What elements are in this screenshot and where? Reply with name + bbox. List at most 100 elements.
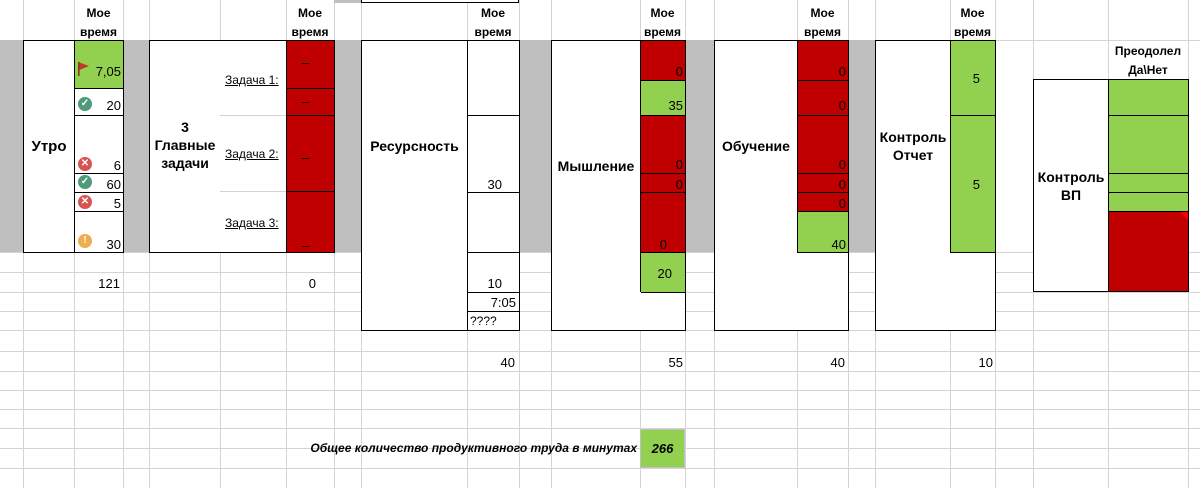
resource-value: ???? xyxy=(470,314,497,328)
morning-value: 20 xyxy=(106,98,121,113)
task-mark: – xyxy=(301,55,310,70)
row-divider xyxy=(951,252,995,253)
task-divider xyxy=(220,191,286,192)
vp-title: Контроль ВП xyxy=(1037,169,1105,203)
learning-value: 0 xyxy=(838,98,846,113)
row-divider xyxy=(1109,115,1188,116)
row-divider xyxy=(798,252,848,253)
learning-cell xyxy=(798,211,848,252)
learning-value: 0 xyxy=(838,157,846,172)
row-divider xyxy=(468,292,519,293)
comment-marker-icon xyxy=(1180,212,1188,220)
learning-value: 40 xyxy=(831,237,846,252)
task-mark: – xyxy=(301,94,310,109)
row-divider xyxy=(1109,211,1188,212)
row-divider xyxy=(75,211,123,212)
thinking-cell xyxy=(641,41,685,80)
vp-cell xyxy=(1109,211,1188,291)
task-3-label: Задача 3: xyxy=(225,216,279,230)
row-divider xyxy=(75,88,123,89)
learning-value: 0 xyxy=(838,177,846,192)
header-learning: Мое время xyxy=(803,6,842,39)
morning-value: 30 xyxy=(106,237,121,252)
tasks-column-line xyxy=(286,40,287,253)
thinking-column-line xyxy=(640,40,641,292)
control-cell xyxy=(951,41,995,252)
thinking-value: 0 xyxy=(675,157,683,172)
row-divider xyxy=(641,115,685,116)
vp-cell xyxy=(1109,80,1188,211)
learning-column-line xyxy=(797,40,798,253)
morning-value: 5 xyxy=(113,196,121,211)
cross-icon: ✕ xyxy=(78,195,92,209)
control-column-line xyxy=(950,40,951,253)
header-vp: Преодолел Да\Нет xyxy=(1114,44,1182,77)
row-divider xyxy=(1109,192,1188,193)
thinking-value: 0 xyxy=(675,177,683,192)
gray-band xyxy=(519,40,551,252)
resource-title: Ресурсность xyxy=(370,138,459,154)
resource-total: 40 xyxy=(500,355,515,370)
check-icon: ✓ xyxy=(78,97,92,111)
tasks-red-column xyxy=(287,41,334,252)
thinking-value: 35 xyxy=(668,98,683,113)
row-divider xyxy=(287,115,334,116)
morning-total: 121 xyxy=(98,276,120,291)
header-tasks: Мое время xyxy=(291,6,329,39)
learning-value: 0 xyxy=(838,64,846,79)
tasks-total: 0 xyxy=(308,276,316,291)
task-mark: – xyxy=(301,238,310,253)
row-divider xyxy=(1109,173,1188,174)
task-1-label: Задача 1: xyxy=(225,73,279,87)
learning-title: Обучение xyxy=(722,138,790,154)
resource-block xyxy=(361,40,520,331)
resource-value: 10 xyxy=(487,276,502,291)
thinking-value: 0 xyxy=(675,64,683,79)
row-divider xyxy=(641,252,685,253)
row-divider xyxy=(75,173,123,174)
morning-column xyxy=(74,40,75,253)
row-divider xyxy=(798,173,848,174)
resource-column-line xyxy=(467,40,468,331)
control-value: 5 xyxy=(972,71,980,86)
thinking-title: Мышление xyxy=(557,158,635,174)
morning-value: 6 xyxy=(113,158,121,173)
row-divider xyxy=(468,311,519,312)
thinking-value: 20 xyxy=(657,266,672,281)
control-value: 5 xyxy=(972,177,980,192)
header-thinking: Мое время xyxy=(643,6,682,39)
gray-band xyxy=(334,40,361,252)
gray-band xyxy=(848,40,875,252)
header-control: Мое время xyxy=(953,6,992,39)
row-divider xyxy=(951,115,995,116)
control-total: 10 xyxy=(978,355,993,370)
task-mark: – xyxy=(301,150,310,165)
cross-icon: ✕ xyxy=(78,157,92,171)
thinking-total: 55 xyxy=(668,355,683,370)
header-morning: Мое время xyxy=(79,6,118,39)
row-divider xyxy=(798,115,848,116)
thinking-cell xyxy=(641,253,685,292)
task-divider xyxy=(220,115,286,116)
learning-value: 0 xyxy=(838,196,846,211)
learning-cell xyxy=(798,41,848,211)
row-divider xyxy=(798,192,848,193)
gray-band xyxy=(123,40,149,252)
row-divider xyxy=(798,211,848,212)
resource-value: 7:05 xyxy=(490,295,516,310)
morning-title: Утро xyxy=(31,138,67,155)
row-divider xyxy=(798,80,848,81)
vp-column-line xyxy=(1108,79,1109,292)
header-resource: Мое время xyxy=(474,6,512,39)
thinking-cell xyxy=(641,115,685,252)
thinking-cell xyxy=(641,80,685,115)
tasks-title: 3 Главные задачи xyxy=(154,119,216,171)
exclamation-icon: ! xyxy=(78,234,92,248)
row-divider xyxy=(641,292,685,293)
gray-band xyxy=(685,40,714,252)
task-2-label: Задача 2: xyxy=(225,147,279,161)
row-divider xyxy=(468,192,519,193)
morning-value: 60 xyxy=(106,177,121,192)
row-divider xyxy=(468,252,519,253)
row-divider xyxy=(641,80,685,81)
